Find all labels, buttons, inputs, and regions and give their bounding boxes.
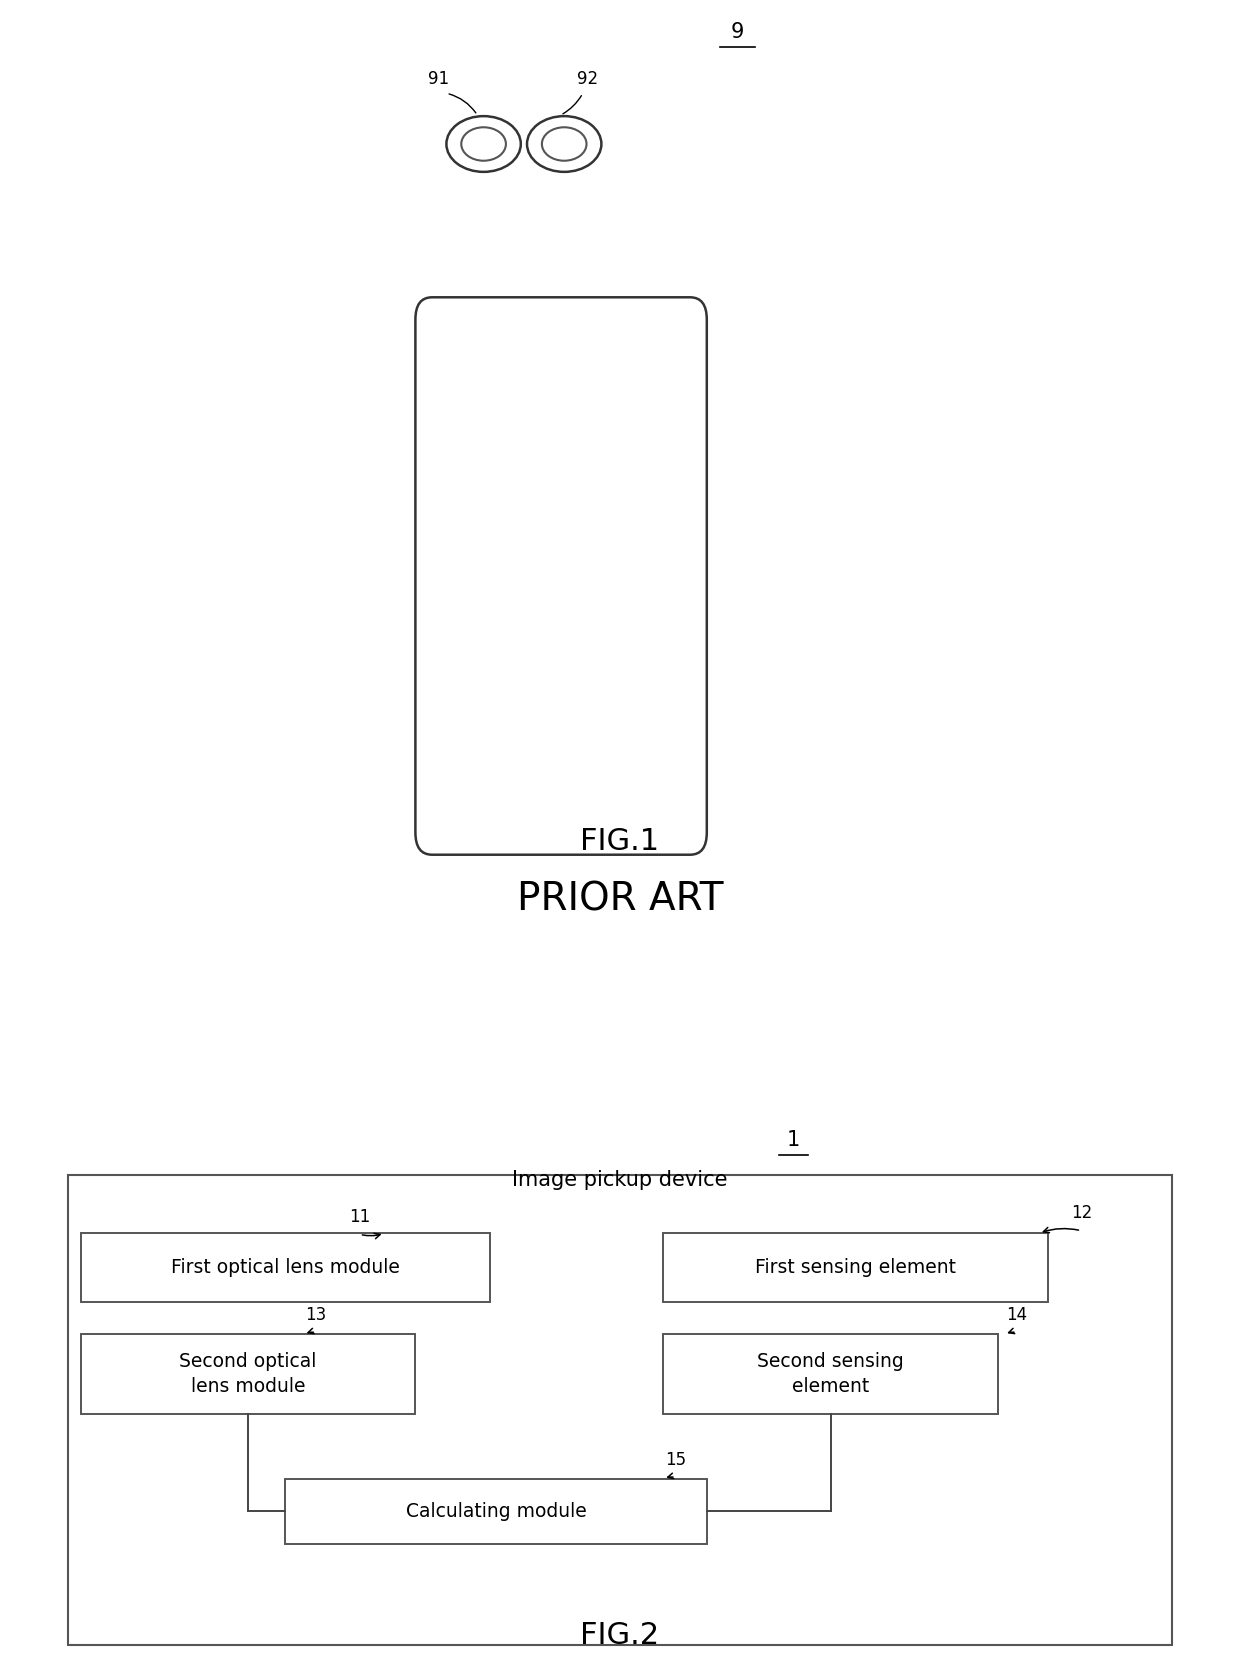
Ellipse shape bbox=[527, 116, 601, 173]
Ellipse shape bbox=[542, 128, 587, 161]
Text: Calculating module: Calculating module bbox=[405, 1501, 587, 1521]
Text: Second optical
lens module: Second optical lens module bbox=[180, 1352, 316, 1395]
Text: 15: 15 bbox=[665, 1452, 687, 1470]
FancyBboxPatch shape bbox=[663, 1334, 998, 1413]
Text: 1: 1 bbox=[787, 1130, 800, 1150]
FancyBboxPatch shape bbox=[81, 1334, 415, 1413]
FancyBboxPatch shape bbox=[285, 1478, 707, 1543]
Text: First sensing element: First sensing element bbox=[755, 1258, 956, 1277]
Ellipse shape bbox=[446, 116, 521, 173]
Text: 12: 12 bbox=[1070, 1204, 1092, 1223]
FancyBboxPatch shape bbox=[415, 297, 707, 854]
Text: Second sensing
element: Second sensing element bbox=[758, 1352, 904, 1395]
FancyBboxPatch shape bbox=[81, 1233, 490, 1302]
Text: 91: 91 bbox=[428, 70, 449, 88]
Text: Image pickup device: Image pickup device bbox=[512, 1170, 728, 1190]
Text: 14: 14 bbox=[1006, 1306, 1028, 1324]
Text: 9: 9 bbox=[732, 22, 744, 41]
Text: 13: 13 bbox=[305, 1306, 327, 1324]
Text: First optical lens module: First optical lens module bbox=[171, 1258, 399, 1277]
Text: FIG.2: FIG.2 bbox=[580, 1621, 660, 1649]
Text: FIG.1: FIG.1 bbox=[580, 826, 660, 856]
Text: 92: 92 bbox=[577, 70, 598, 88]
Ellipse shape bbox=[461, 128, 506, 161]
Text: 11: 11 bbox=[348, 1208, 371, 1226]
Text: PRIOR ART: PRIOR ART bbox=[517, 881, 723, 917]
FancyBboxPatch shape bbox=[68, 1176, 1172, 1644]
FancyBboxPatch shape bbox=[663, 1233, 1048, 1302]
